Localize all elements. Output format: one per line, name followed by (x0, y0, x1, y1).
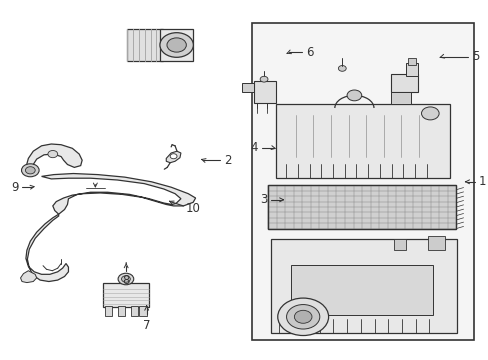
Circle shape (338, 66, 346, 71)
Circle shape (118, 273, 134, 285)
Circle shape (25, 167, 35, 174)
Bar (102, 283, 149, 307)
Circle shape (170, 154, 177, 159)
Text: 8: 8 (122, 274, 130, 287)
Bar (242, 83, 254, 92)
Circle shape (121, 276, 130, 282)
Circle shape (160, 33, 193, 57)
Bar (267, 185, 455, 229)
Text: 3: 3 (260, 193, 267, 206)
Circle shape (277, 298, 328, 336)
Polygon shape (27, 144, 82, 169)
Bar (131, 306, 138, 316)
Polygon shape (41, 174, 195, 214)
Bar (390, 74, 417, 92)
Polygon shape (20, 271, 37, 283)
Text: 4: 4 (250, 141, 258, 154)
Bar (267, 185, 455, 229)
Circle shape (166, 38, 186, 52)
Bar (276, 104, 449, 178)
Bar (405, 63, 417, 76)
Bar (393, 239, 405, 250)
Bar (271, 239, 456, 333)
Text: 1: 1 (477, 175, 485, 188)
Circle shape (260, 76, 267, 82)
Circle shape (346, 90, 361, 101)
Bar (139, 306, 146, 316)
Bar (118, 306, 125, 316)
Circle shape (48, 150, 58, 158)
Polygon shape (26, 214, 68, 282)
Bar (251, 23, 473, 340)
Bar (407, 58, 415, 65)
Text: 7: 7 (142, 319, 150, 332)
Circle shape (294, 310, 311, 323)
Bar (105, 306, 112, 316)
Polygon shape (166, 151, 181, 163)
Circle shape (286, 305, 319, 329)
Text: 9: 9 (11, 181, 19, 194)
Bar (290, 265, 432, 315)
Bar (390, 92, 410, 104)
Bar (254, 81, 276, 103)
Bar (127, 29, 163, 61)
Circle shape (421, 107, 438, 120)
Circle shape (21, 164, 39, 177)
Text: 2: 2 (224, 154, 231, 167)
Bar (160, 29, 193, 61)
Bar (427, 236, 444, 250)
Text: 6: 6 (305, 46, 313, 59)
Text: 5: 5 (471, 50, 478, 63)
Text: 10: 10 (185, 202, 200, 215)
